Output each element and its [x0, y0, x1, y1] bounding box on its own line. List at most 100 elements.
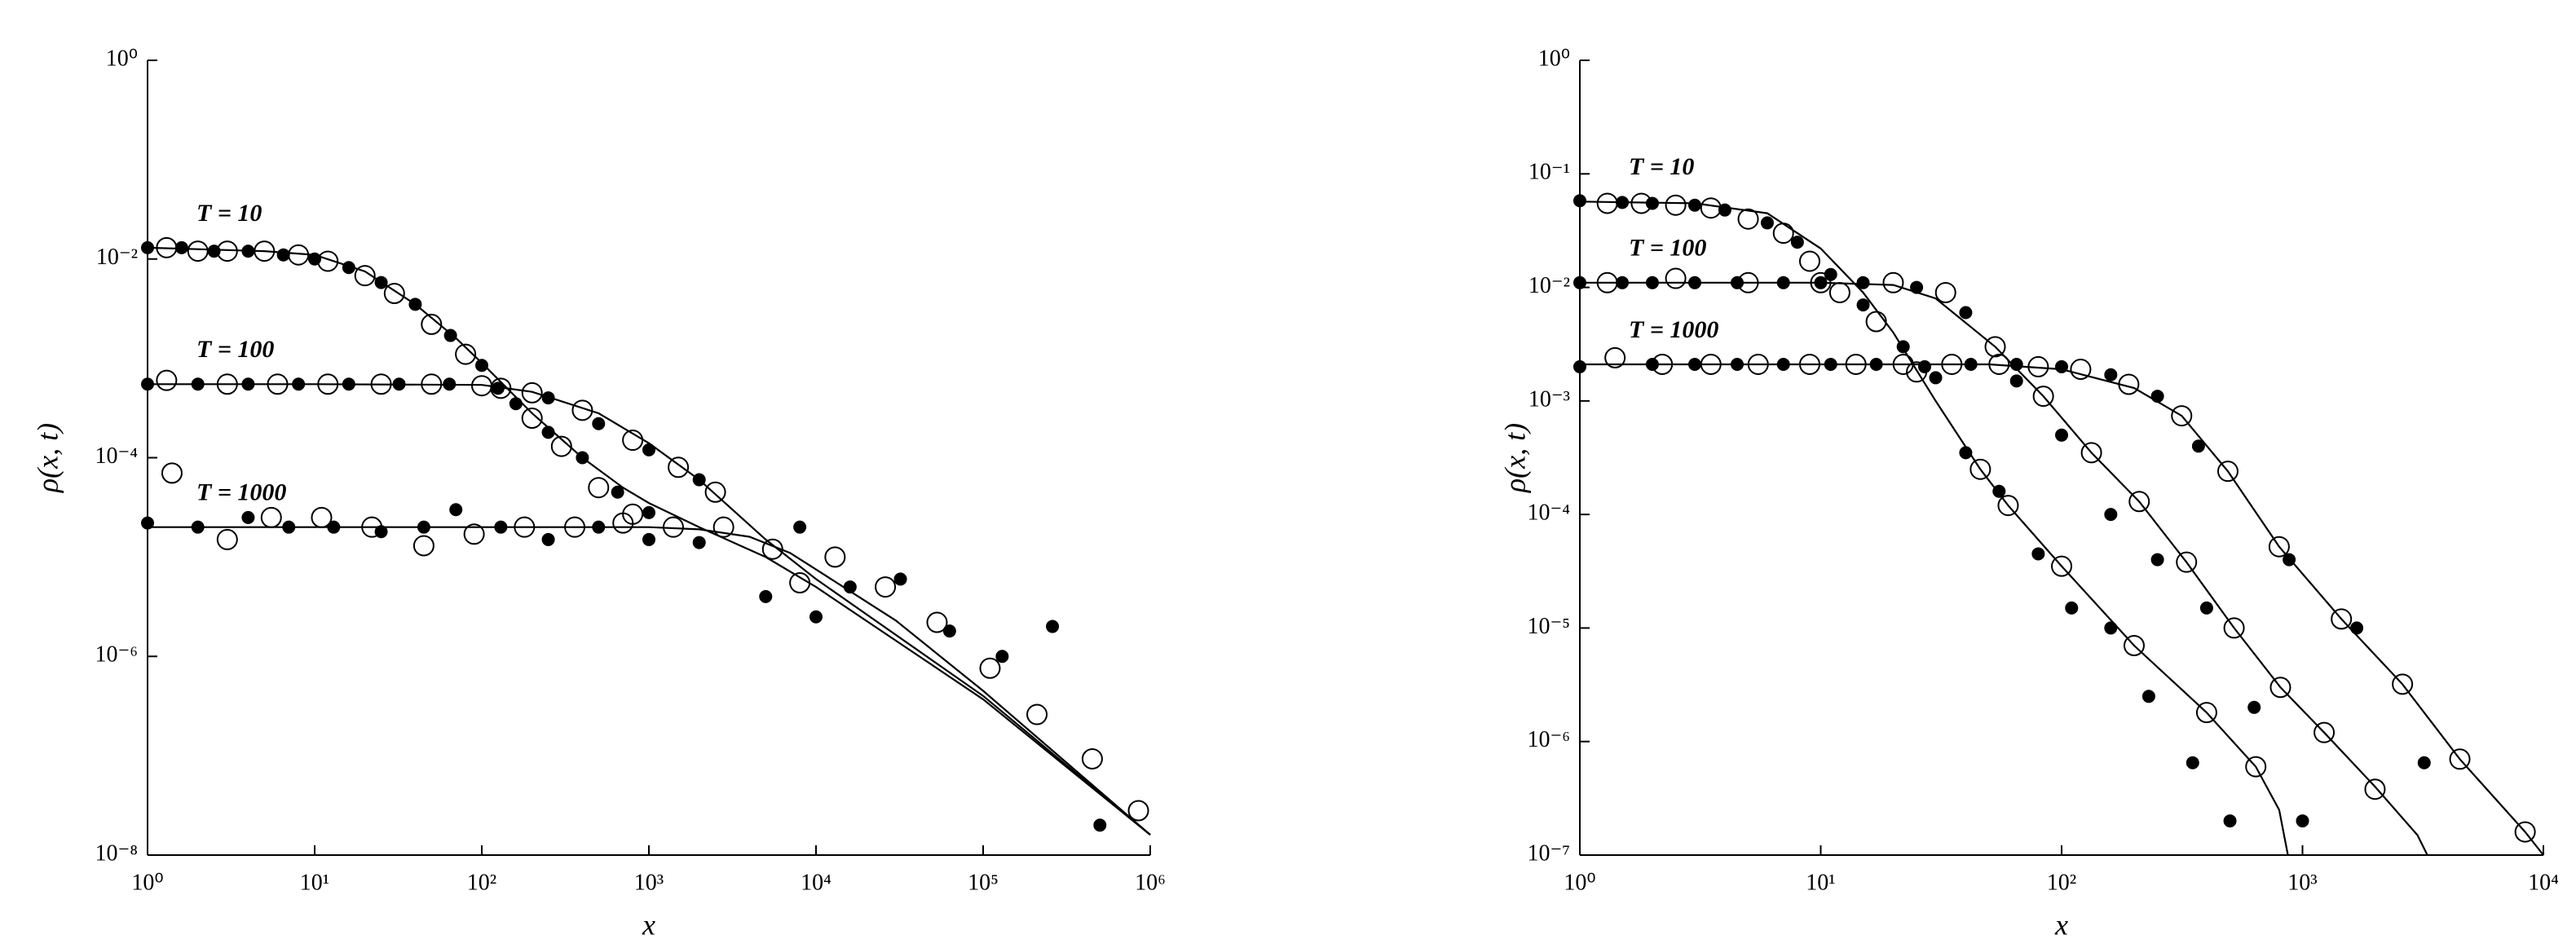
filled-marker: [2142, 690, 2155, 703]
filled-marker: [2296, 814, 2309, 828]
open-marker: [1798, 353, 1820, 375]
filled-marker: [2009, 357, 2023, 371]
filled-marker: [327, 520, 341, 534]
x-axis-label: x: [2054, 908, 2068, 941]
open-marker: [2314, 721, 2336, 743]
open-marker: [2027, 355, 2049, 377]
open-marker: [622, 430, 644, 452]
filled-marker: [241, 377, 255, 391]
filled-marker: [2350, 621, 2364, 635]
filled-marker: [1790, 236, 1804, 249]
filled-marker: [995, 650, 1009, 664]
open-marker: [2171, 405, 2193, 427]
open-marker: [1127, 800, 1149, 822]
filled-marker: [642, 532, 655, 546]
filled-marker: [1964, 357, 1978, 371]
open-marker: [1988, 353, 2010, 375]
filled-marker: [2199, 601, 2213, 615]
y-tick-label: 10⁻⁴: [1527, 500, 1570, 526]
filled-marker: [1776, 276, 1790, 289]
filled-marker: [443, 328, 457, 342]
filled-marker: [1760, 216, 1774, 230]
filled-marker: [942, 624, 956, 638]
y-tick-label: 10⁰: [1538, 46, 1570, 71]
filled-marker: [449, 503, 463, 517]
filled-marker: [592, 417, 606, 430]
open-marker: [789, 572, 811, 594]
filled-marker: [642, 443, 655, 456]
open-marker: [1984, 336, 2006, 358]
open-marker: [2331, 608, 2353, 630]
filled-marker: [374, 276, 388, 289]
filled-marker: [1731, 357, 1745, 371]
x-tick-label: 10⁰: [131, 870, 163, 895]
filled-marker: [2009, 374, 2023, 388]
filled-marker: [1731, 276, 1745, 289]
open-marker: [824, 546, 846, 568]
open-marker: [979, 657, 1001, 679]
open-marker: [1604, 346, 1626, 368]
filled-marker: [843, 580, 857, 594]
open-marker: [761, 538, 783, 560]
open-marker: [1700, 197, 1722, 219]
open-marker: [161, 462, 183, 484]
curve-annotation: T = 100: [1629, 235, 1706, 262]
x-tick-label: 10⁴: [801, 870, 831, 895]
y-tick-label: 10⁻⁸: [95, 840, 138, 866]
theory-curve: [1579, 201, 2289, 856]
theory-curve: [147, 246, 1151, 836]
x-tick-label: 10⁶: [1135, 870, 1166, 895]
open-marker: [354, 265, 376, 287]
filled-marker: [541, 532, 555, 546]
filled-marker: [191, 520, 205, 534]
filled-marker: [2150, 553, 2164, 567]
y-tick-label: 10⁻²: [1528, 273, 1570, 298]
open-marker: [571, 399, 593, 421]
filled-marker: [2055, 428, 2068, 442]
filled-marker: [207, 245, 221, 258]
filled-marker: [1856, 276, 1870, 289]
open-marker: [412, 535, 434, 557]
open-marker: [1026, 703, 1048, 725]
y-tick-label: 10⁻⁴: [95, 443, 138, 469]
x-tick-label: 10⁴: [2528, 870, 2559, 895]
filled-marker: [174, 240, 188, 254]
open-marker: [1969, 458, 1992, 480]
open-marker: [2223, 617, 2245, 639]
open-marker: [1934, 281, 1956, 303]
filled-marker: [1959, 306, 1973, 320]
filled-marker: [541, 391, 555, 405]
curve-annotation: T = 1000: [196, 479, 286, 506]
y-tick-label: 10⁻⁵: [1527, 614, 1570, 639]
filled-marker: [1929, 371, 1943, 385]
x-tick-label: 10¹: [300, 870, 329, 895]
open-marker: [1737, 208, 1759, 230]
filled-marker: [692, 536, 706, 549]
y-tick-label: 10⁻⁷: [1527, 840, 1570, 866]
curve-annotation: T = 1000: [1629, 316, 1718, 343]
filled-marker: [1616, 196, 1630, 209]
open-marker: [2269, 677, 2291, 699]
y-axis-label: ρ(x, t): [1498, 423, 1531, 493]
open-marker: [1845, 353, 1867, 375]
filled-marker: [308, 252, 321, 266]
filled-marker: [191, 377, 205, 391]
x-tick-label: 10⁰: [1564, 870, 1595, 895]
filled-marker: [276, 248, 290, 262]
filled-marker: [2065, 601, 2079, 615]
open-marker: [1941, 353, 1963, 375]
filled-marker: [642, 505, 655, 519]
open-marker: [2195, 702, 2217, 724]
open-marker: [2364, 778, 2386, 800]
x-axis-label: x: [642, 908, 655, 941]
open-marker: [1747, 353, 1769, 375]
filled-marker: [592, 520, 606, 534]
filled-marker: [141, 377, 154, 391]
open-marker: [1798, 250, 1820, 272]
open-marker: [926, 611, 948, 633]
open-marker: [267, 373, 289, 395]
filled-marker: [1573, 276, 1586, 289]
filled-marker: [1814, 276, 1828, 289]
filled-marker: [1093, 818, 1107, 832]
open-marker: [2245, 756, 2267, 778]
